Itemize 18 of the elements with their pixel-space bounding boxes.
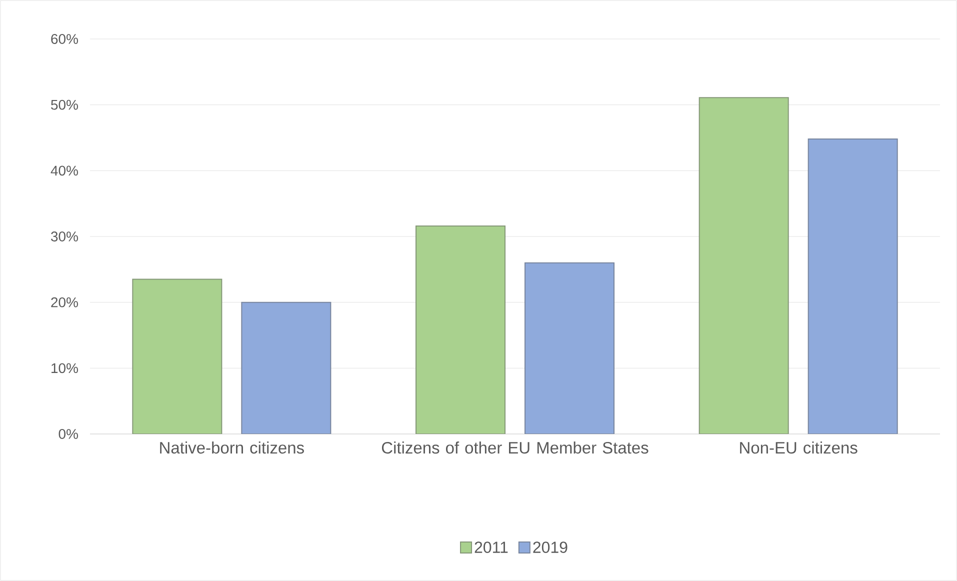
bar	[241, 302, 332, 434]
bar	[524, 262, 615, 434]
x-tick-label: Citizens of other EU Member States	[382, 442, 648, 454]
bar	[808, 138, 898, 434]
y-tick-label: 0%	[58, 429, 78, 439]
y-tick-label: 60%	[51, 34, 78, 44]
bar	[698, 97, 789, 434]
y-tick-label: 20%	[51, 297, 78, 308]
bar	[416, 225, 506, 434]
legend-label: 2019	[533, 542, 568, 553]
x-tick-label: Non-EU citizens	[740, 442, 858, 454]
legend-label: 2011	[474, 542, 508, 553]
x-tick-label: Native-born citizens	[160, 442, 304, 454]
bar	[132, 278, 222, 434]
y-tick-label: 50%	[51, 100, 78, 110]
y-tick-label: 30%	[51, 232, 78, 242]
y-tick-label: 40%	[50, 166, 78, 176]
y-tick-label: 10%	[52, 363, 78, 374]
